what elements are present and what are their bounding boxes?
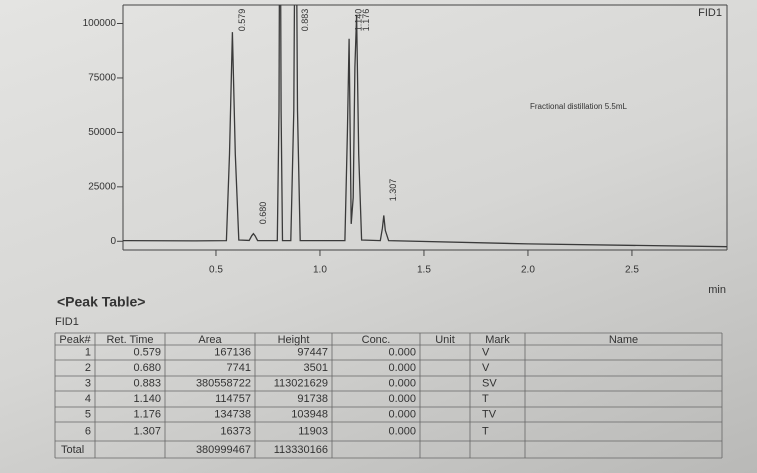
table-cell: 1.176 xyxy=(133,408,161,420)
table-cell: 91738 xyxy=(297,393,328,405)
table-cell: 167136 xyxy=(214,346,251,358)
peak-label: 0.579 xyxy=(237,9,247,32)
table-cell: T xyxy=(482,425,489,437)
annotation: Fractional distillation 5.5mL xyxy=(530,102,627,111)
table-cell: V xyxy=(482,362,490,374)
table-cell: 114757 xyxy=(215,393,251,405)
table-total: 113330166 xyxy=(274,444,328,456)
table-cell: 134738 xyxy=(214,408,251,420)
table-cell: 1.140 xyxy=(133,393,161,405)
table-cell: 113021629 xyxy=(274,377,328,389)
peak-label: 0.883 xyxy=(300,9,310,32)
table-cell: 3501 xyxy=(304,362,328,374)
y-tick-label: 25000 xyxy=(88,181,116,192)
table-cell: 0.000 xyxy=(388,393,416,405)
y-tick-label: 0 xyxy=(110,236,116,247)
x-tick-label: 0.5 xyxy=(209,265,223,276)
table-detector: FID1 xyxy=(55,316,79,328)
table-title: <Peak Table> xyxy=(57,294,145,310)
table-total: Total xyxy=(61,444,84,456)
table-cell: 11903 xyxy=(298,425,328,437)
table-cell: V xyxy=(482,346,490,358)
chromatogram-line xyxy=(123,5,727,248)
peak-label: 1.140 xyxy=(353,9,363,32)
peak-table: Peak# Ret. Time Area Height Conc. Unit Mark Nam… xyxy=(54,332,723,459)
y-tick-label: 50000 xyxy=(88,127,116,138)
table-header: Peak# xyxy=(59,334,91,346)
table-cell: 7741 xyxy=(227,362,251,374)
table-header: Name xyxy=(609,334,638,346)
x-axis-label: min xyxy=(708,284,726,296)
table-header: Area xyxy=(198,334,222,346)
table-cell: 3 xyxy=(85,377,91,389)
table-cell: 0.680 xyxy=(133,362,161,374)
table-cell: 4 xyxy=(85,393,91,405)
table-cell: T xyxy=(482,393,489,405)
table-header: Conc. xyxy=(362,334,391,346)
peak-label: 1.176 xyxy=(361,9,371,32)
table-cell: 0.000 xyxy=(388,425,416,437)
table-header: Ret. Time xyxy=(106,334,153,346)
table-header: Mark xyxy=(485,334,510,346)
x-tick-label: 2.5 xyxy=(625,265,639,276)
table-cell: 1 xyxy=(85,346,91,358)
detector-label: FID1 xyxy=(698,7,722,19)
table-cell: 0.000 xyxy=(388,408,416,420)
x-tick-label: 1.0 xyxy=(313,265,327,276)
y-tick-label: 100000 xyxy=(83,18,117,29)
table-cell: 97447 xyxy=(297,346,328,358)
table-cell: 0.000 xyxy=(388,377,416,389)
table-cell: 103948 xyxy=(291,408,328,420)
table-cell: 1.307 xyxy=(133,425,161,437)
table-cell: 16373 xyxy=(220,425,251,437)
table-cell: 0.579 xyxy=(133,346,161,358)
table-cell: 0.000 xyxy=(388,362,416,374)
table-cell: 6 xyxy=(85,425,91,437)
y-tick-label: 75000 xyxy=(88,73,116,84)
peak-label: 1.307 xyxy=(388,179,398,202)
table-cell: 5 xyxy=(85,408,91,420)
table-header: Height xyxy=(278,334,310,346)
table-cell: SV xyxy=(482,377,497,389)
plot-area xyxy=(123,5,727,248)
table-cell: 0.883 xyxy=(133,377,161,389)
peak-label: 0.680 xyxy=(258,202,268,225)
table-header: Unit xyxy=(435,334,455,346)
x-tick-label: 2.0 xyxy=(521,265,535,276)
table-cell: 2 xyxy=(85,362,91,374)
table-cell: TV xyxy=(482,408,497,420)
table-total: 380999467 xyxy=(196,444,251,456)
x-tick-label: 1.5 xyxy=(417,265,431,276)
table-cell: 0.000 xyxy=(388,346,416,358)
table-cell: 380558722 xyxy=(196,377,251,389)
